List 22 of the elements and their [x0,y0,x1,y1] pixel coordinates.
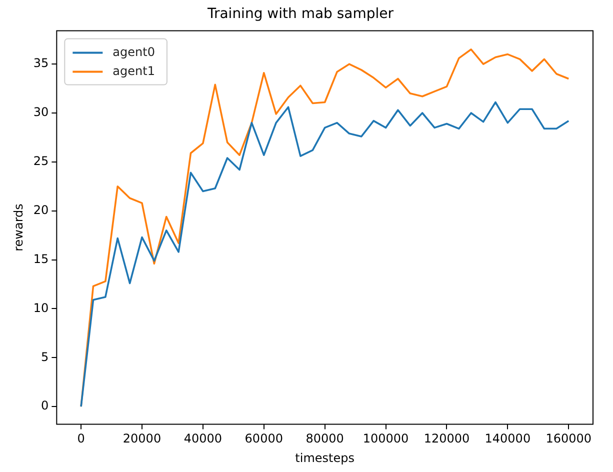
x-tick-label: 80000 [306,432,344,446]
x-tick-label: 60000 [244,432,283,446]
y-tick-label: 20 [33,202,49,217]
legend-label: agent0 [112,44,155,59]
y-axis-title: rewards [11,204,26,252]
y-tick-label: 15 [33,252,49,266]
legend-label: agent1 [112,64,155,78]
x-tick-label: 120000 [424,432,470,446]
x-tick-label: 20000 [122,432,162,446]
x-tick-label: 140000 [484,432,531,446]
x-tick-label: 0 [77,432,85,446]
y-tick-label: 25 [33,154,49,168]
y-tick-label: 0 [41,398,49,413]
y-tick-label: 35 [33,56,49,70]
x-tick-label: 100000 [362,432,409,446]
x-axis-title: timesteps [295,450,354,465]
y-tick-label: 5 [41,350,49,364]
y-tick-label: 30 [33,105,49,120]
x-tick-label: 160000 [546,432,592,446]
chart-title: Training with mab sampler [206,6,394,22]
y-tick-label: 10 [33,300,49,315]
x-tick-label: 40000 [184,432,222,446]
